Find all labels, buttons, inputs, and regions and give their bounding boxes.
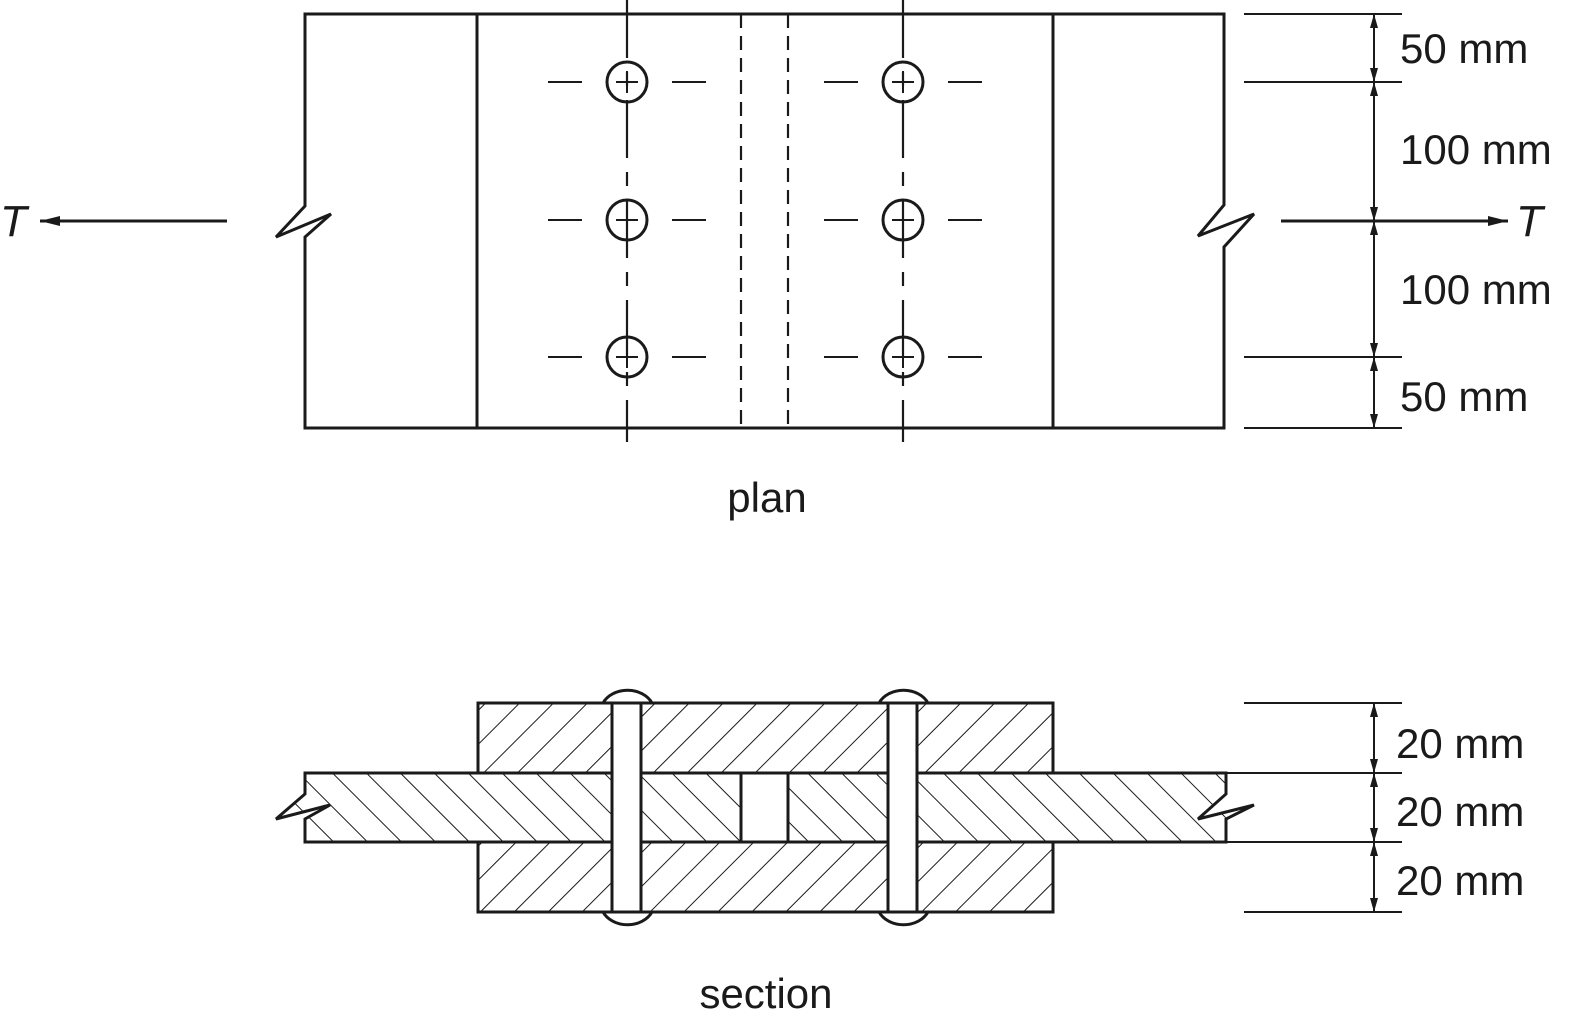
bolt-shank-left — [610, 701, 643, 914]
section-view: 20 mm 20 mm 20 mm section — [275, 688, 1524, 1017]
plan-dim-bottom-edge: 50 mm — [1400, 373, 1528, 420]
section-dimension-lines — [1226, 702, 1402, 913]
bolt-head-top-right — [877, 688, 930, 704]
section-caption: section — [699, 970, 832, 1017]
bolt-6 — [881, 335, 925, 379]
section-dim-bottom-plate: 20 mm — [1396, 857, 1524, 904]
plan-view: T T 50 mm 100 mm 100 mm 50 mm plan — [0, 0, 1552, 521]
bolt-3 — [605, 198, 649, 242]
section-dim-top-plate: 20 mm — [1396, 720, 1524, 767]
plan-caption: plan — [727, 474, 806, 521]
bolt-nut-bottom-right — [877, 911, 930, 927]
main-plate-outline — [274, 12, 1256, 430]
main-plate-left — [275, 771, 743, 844]
top-splice-plate — [476, 701, 1055, 775]
bolt-5 — [605, 335, 649, 379]
plan-dim-upper-pitch: 100 mm — [1400, 126, 1552, 173]
bottom-splice-plate — [476, 840, 1055, 914]
section-dim-main-plate: 20 mm — [1396, 788, 1524, 835]
bolt-head-top-left — [601, 688, 654, 704]
bolt-2 — [881, 60, 925, 104]
plan-dim-top-edge: 50 mm — [1400, 25, 1528, 72]
main-plate-right — [786, 771, 1255, 844]
bolt-4 — [881, 198, 925, 242]
bolt-1 — [605, 60, 649, 104]
bolt-shank-right — [886, 701, 919, 914]
bolt-centerlines-horizontal — [548, 81, 982, 358]
force-label-right: T — [1516, 197, 1546, 246]
plan-dim-lower-pitch: 100 mm — [1400, 266, 1552, 313]
force-label-left: T — [0, 197, 30, 246]
bolt-nut-bottom-left — [601, 911, 654, 927]
plan-dimension-lines — [1244, 13, 1402, 429]
